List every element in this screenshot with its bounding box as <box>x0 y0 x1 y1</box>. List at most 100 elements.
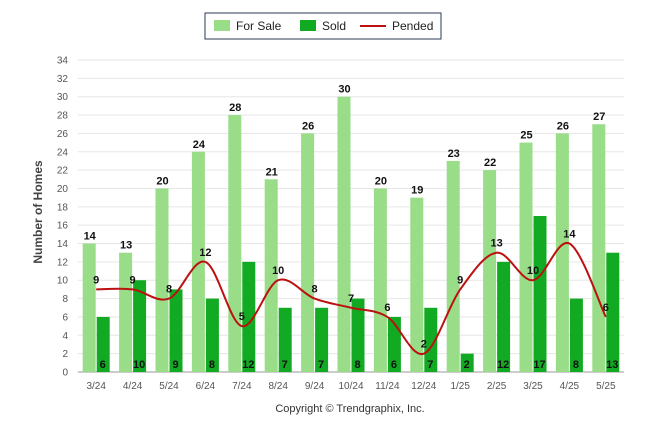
bar-sold <box>533 216 547 372</box>
label-sold: 8 <box>573 359 579 371</box>
label-sold: 7 <box>282 359 288 371</box>
y-tick-label: 24 <box>57 147 69 158</box>
x-tick-label: 9/24 <box>305 381 325 392</box>
label-sold: 12 <box>242 359 254 371</box>
y-tick-label: 20 <box>57 184 69 195</box>
bar-sold <box>315 307 329 372</box>
bar-for-sale <box>555 133 569 372</box>
bar-sold <box>387 316 401 372</box>
bars <box>82 96 620 373</box>
bar-for-sale <box>191 151 205 372</box>
x-tick-label: 7/24 <box>232 381 252 392</box>
x-tick-label: 8/24 <box>268 381 288 392</box>
bar-for-sale <box>446 160 460 372</box>
bar-for-sale <box>264 179 278 372</box>
label-sold: 8 <box>354 359 360 371</box>
y-tick-label: 4 <box>62 331 68 342</box>
bar-sold <box>351 298 365 372</box>
y-tick-label: 12 <box>57 257 69 268</box>
data-labels: 1461310209248281221726730820619723222122… <box>84 84 619 371</box>
label-sold: 7 <box>427 359 433 371</box>
bar-for-sale <box>483 170 497 372</box>
label-pended: 13 <box>490 238 502 250</box>
x-tick-label: 2/25 <box>487 381 507 392</box>
bar-for-sale <box>301 133 315 372</box>
label-pended: 9 <box>457 274 463 286</box>
x-tick-label: 1/25 <box>450 381 470 392</box>
y-tick-label: 8 <box>62 294 68 305</box>
bar-sold <box>569 298 583 372</box>
y-axis-label: Number of Homes <box>31 160 45 264</box>
label-for-sale: 19 <box>411 185 423 197</box>
label-for-sale: 14 <box>84 231 97 243</box>
label-for-sale: 22 <box>484 157 496 169</box>
label-pended: 2 <box>421 339 427 351</box>
bar-for-sale <box>155 188 169 372</box>
bar-sold <box>278 307 292 372</box>
bar-for-sale <box>592 124 606 372</box>
label-for-sale: 30 <box>338 84 350 96</box>
label-for-sale: 26 <box>557 120 569 132</box>
label-for-sale: 27 <box>593 111 605 123</box>
x-tick-label: 12/24 <box>411 381 436 392</box>
pended-line-path <box>96 242 607 355</box>
label-pended: 9 <box>93 274 99 286</box>
label-sold: 12 <box>497 359 509 371</box>
label-pended: 14 <box>563 229 576 241</box>
x-tick-label: 3/25 <box>523 381 543 392</box>
x-tick-label: 11/24 <box>375 381 400 392</box>
y-tick-label: 14 <box>57 239 69 250</box>
label-for-sale: 24 <box>193 139 206 151</box>
bar-sold <box>424 307 438 372</box>
legend-swatch-sold <box>300 20 316 31</box>
label-sold: 7 <box>318 359 324 371</box>
x-tick-label: 3/24 <box>86 381 106 392</box>
pended-line <box>96 242 607 355</box>
label-for-sale: 26 <box>302 120 314 132</box>
legend-label-for-sale: For Sale <box>236 19 282 33</box>
label-pended: 7 <box>348 293 354 305</box>
x-tick-label: 5/24 <box>159 381 179 392</box>
copyright-text: Copyright © Trendgraphix, Inc. <box>275 403 424 415</box>
bar-for-sale <box>119 252 133 372</box>
label-for-sale: 23 <box>448 148 460 160</box>
y-tick-label: 2 <box>62 349 68 360</box>
bar-sold <box>133 280 147 372</box>
label-for-sale: 21 <box>266 166 278 178</box>
label-sold: 17 <box>533 359 545 371</box>
label-for-sale: 20 <box>375 175 387 187</box>
y-tick-label: 0 <box>62 368 68 379</box>
x-tick-label: 10/24 <box>338 381 363 392</box>
legend-swatch-for-sale <box>214 20 230 31</box>
label-for-sale: 25 <box>520 130 532 142</box>
label-sold: 6 <box>391 359 397 371</box>
bar-for-sale <box>337 96 351 373</box>
bar-for-sale <box>410 197 424 372</box>
bar-sold <box>205 298 219 372</box>
bar-sold <box>460 353 474 372</box>
y-tick-label: 26 <box>57 129 69 140</box>
y-tick-label: 16 <box>57 221 69 232</box>
label-pended: 12 <box>199 247 211 259</box>
y-tick-label: 18 <box>57 202 69 213</box>
y-tick-label: 32 <box>57 74 69 85</box>
bar-for-sale <box>228 115 242 372</box>
y-tick-label: 30 <box>57 92 69 103</box>
label-pended: 6 <box>603 302 609 314</box>
y-tick-label: 22 <box>57 166 69 177</box>
y-tick-label: 10 <box>57 276 69 287</box>
label-sold: 9 <box>172 359 178 371</box>
x-axis-ticks: 3/24 4/24 5/24 6/24 7/24 8/24 9/24 10/24 11/24 12… <box>86 381 616 392</box>
label-sold: 2 <box>464 359 470 371</box>
label-pended: 9 <box>130 274 136 286</box>
y-tick-label: 28 <box>57 111 69 122</box>
x-tick-label: 4/25 <box>560 381 580 392</box>
bar-sold <box>606 252 620 372</box>
x-tick-label: 6/24 <box>196 381 216 392</box>
label-sold: 6 <box>100 359 106 371</box>
label-pended: 8 <box>312 284 318 296</box>
x-tick-label: 4/24 <box>123 381 143 392</box>
label-sold: 8 <box>209 359 215 371</box>
